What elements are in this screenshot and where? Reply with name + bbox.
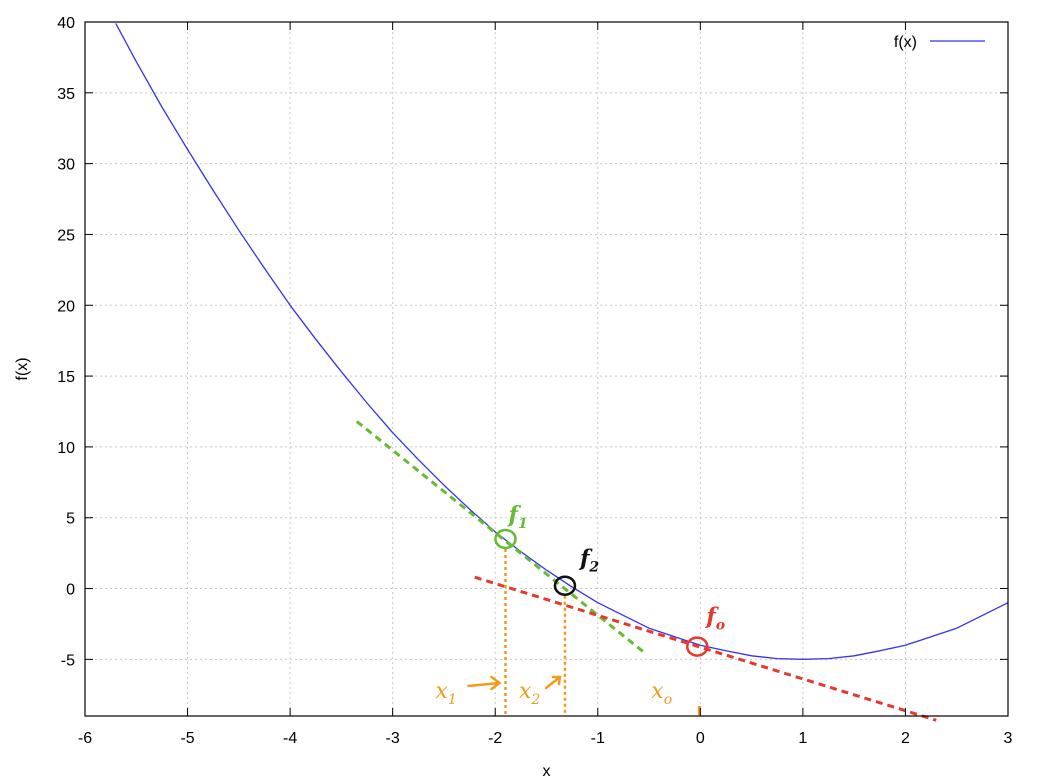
x-tick-label: -2 xyxy=(488,730,502,747)
x-tick-label: -3 xyxy=(386,730,400,747)
plot-frame xyxy=(84,21,1009,717)
point-circle-0 xyxy=(494,528,517,550)
curve-layer xyxy=(115,23,1008,660)
series-line-0 xyxy=(115,23,1008,660)
x-tick-label: 0 xyxy=(696,730,705,747)
grid xyxy=(85,22,1008,716)
y-tick-label: 0 xyxy=(66,582,75,599)
x-marker-arrow-1 xyxy=(544,675,562,690)
y-tick-label: 40 xyxy=(57,15,75,32)
x-tick-label: -5 xyxy=(180,730,194,747)
x-marker-arrow-0 xyxy=(467,675,502,691)
x-marker-label-1: x2 xyxy=(519,679,540,708)
x-tick-label: 3 xyxy=(1004,730,1013,747)
y-axis-label: f(x) xyxy=(14,357,31,380)
point-circle-2 xyxy=(686,636,709,657)
annotation-layer: f1 f2 fo x1 x2 xo xyxy=(355,420,937,722)
tick-layer: -6 -5 -4 -3 -2 -1 0 1 2 3 40 35 30 25 20 15 10 5 0 -5 xyxy=(57,15,1012,747)
y-tick-label: 15 xyxy=(57,369,75,386)
point-label-1: f2 xyxy=(578,546,599,576)
x-tick-label: 2 xyxy=(901,730,910,747)
y-tick-label: 20 xyxy=(57,298,75,315)
tangent-line-1 xyxy=(355,420,645,654)
tangent-line-2 xyxy=(474,575,937,722)
point-circle-1 xyxy=(553,575,577,596)
point-label-2: fo xyxy=(704,604,725,634)
legend-label: f(x) xyxy=(894,34,917,51)
y-tick-label: 10 xyxy=(57,440,75,457)
x-tick-label: 1 xyxy=(798,730,807,747)
legend: f(x) xyxy=(894,34,985,51)
x-tick-label: -1 xyxy=(591,730,605,747)
x-marker-label-0: x1 xyxy=(435,679,456,708)
y-tick-label: -5 xyxy=(61,652,75,669)
y-tick-label: 25 xyxy=(57,227,75,244)
y-tick-label: 35 xyxy=(57,86,75,103)
point-label-0: f1 xyxy=(506,502,527,532)
x-tick-label: -6 xyxy=(78,730,92,747)
x-axis-label: x xyxy=(543,763,551,780)
x-tick-label: -4 xyxy=(283,730,297,747)
y-tick-label: 5 xyxy=(66,511,75,528)
y-tick-label: 30 xyxy=(57,157,75,174)
x-marker-label-2: xo xyxy=(651,679,672,708)
